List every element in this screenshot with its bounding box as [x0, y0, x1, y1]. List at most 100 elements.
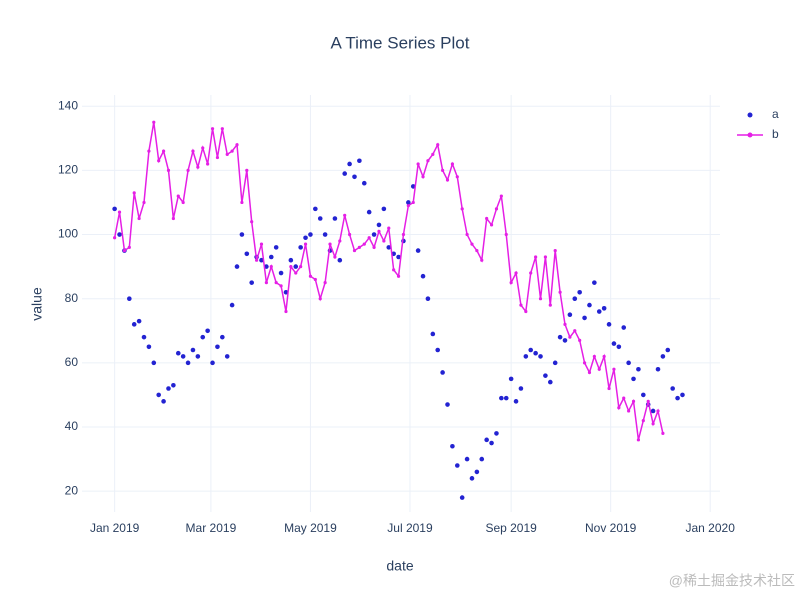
data-point — [234, 264, 240, 269]
data-point — [494, 431, 499, 436]
data-point — [269, 265, 273, 269]
data-point — [308, 232, 313, 237]
data-point — [308, 274, 313, 278]
data-point — [239, 232, 245, 237]
data-point — [533, 350, 538, 356]
data-point — [597, 367, 601, 371]
data-point — [283, 289, 289, 295]
data-point — [552, 360, 558, 366]
data-point — [299, 265, 303, 269]
data-point — [587, 302, 592, 308]
data-point — [450, 162, 454, 166]
data-point — [176, 194, 180, 198]
y-axis-title: value — [29, 287, 45, 321]
data-point — [441, 168, 445, 172]
data-point — [494, 207, 499, 211]
data-point — [210, 360, 215, 366]
data-point — [206, 162, 210, 166]
data-point — [636, 438, 641, 442]
data-point — [616, 344, 622, 350]
data-point — [249, 280, 254, 285]
data-point — [445, 402, 450, 407]
data-point — [371, 232, 377, 237]
data-point — [489, 223, 494, 227]
data-point — [587, 370, 592, 375]
data-point — [298, 245, 303, 250]
legend-marker — [747, 132, 753, 138]
data-point — [245, 168, 249, 172]
data-point — [489, 440, 494, 446]
data-point — [190, 347, 196, 353]
data-point — [680, 392, 685, 398]
data-point — [273, 245, 279, 250]
data-point — [475, 248, 479, 253]
data-point — [563, 322, 567, 326]
data-point — [675, 395, 680, 401]
data-point — [631, 399, 636, 403]
data-point — [602, 354, 606, 359]
data-point — [210, 127, 215, 131]
data-point — [436, 143, 440, 147]
data-point — [240, 200, 244, 205]
data-point — [284, 309, 288, 314]
data-point — [454, 463, 460, 468]
data-point — [420, 273, 426, 279]
data-point — [470, 242, 474, 246]
data-point — [529, 271, 533, 275]
data-point — [122, 248, 127, 253]
data-point — [641, 418, 645, 423]
data-point — [440, 370, 445, 375]
data-point — [577, 289, 582, 295]
data-point — [112, 206, 117, 212]
data-point — [665, 347, 671, 353]
data-point — [465, 232, 469, 237]
data-point — [592, 280, 597, 285]
data-point — [567, 312, 573, 318]
y-tick-label: 140 — [58, 98, 78, 112]
data-point — [425, 296, 431, 301]
data-point — [288, 257, 294, 263]
y-tick-label: 120 — [58, 163, 78, 177]
data-point — [606, 322, 612, 327]
data-point — [352, 248, 357, 253]
data-point — [156, 392, 161, 398]
data-point — [459, 495, 465, 500]
data-point — [220, 127, 224, 131]
data-point — [406, 200, 411, 205]
data-point — [333, 255, 337, 259]
data-point — [582, 361, 587, 365]
data-point — [343, 213, 347, 217]
data-point — [416, 162, 420, 166]
data-point — [185, 360, 191, 366]
data-point — [347, 161, 352, 167]
data-point — [415, 248, 421, 253]
data-point — [337, 257, 343, 263]
data-point — [435, 347, 441, 353]
data-point — [323, 281, 327, 285]
data-point — [357, 158, 362, 164]
data-point — [195, 354, 201, 359]
data-point — [503, 395, 509, 401]
data-point — [479, 456, 485, 462]
data-point — [117, 232, 122, 237]
data-point — [127, 296, 132, 301]
data-point — [171, 216, 175, 221]
x-tick-label: May 2019 — [284, 521, 337, 535]
data-point — [318, 297, 322, 301]
chart-title: A Time Series Plot — [331, 33, 470, 52]
data-point — [186, 168, 190, 172]
data-point — [572, 296, 578, 301]
data-point — [582, 315, 587, 321]
data-point — [141, 334, 147, 340]
data-point — [372, 245, 376, 249]
data-point — [268, 254, 274, 260]
data-point — [147, 149, 151, 153]
data-point — [592, 354, 596, 359]
data-point — [376, 222, 382, 228]
data-point — [146, 344, 152, 350]
data-point — [534, 255, 538, 259]
data-point — [656, 409, 660, 413]
data-point — [175, 350, 181, 356]
data-point — [543, 255, 548, 259]
